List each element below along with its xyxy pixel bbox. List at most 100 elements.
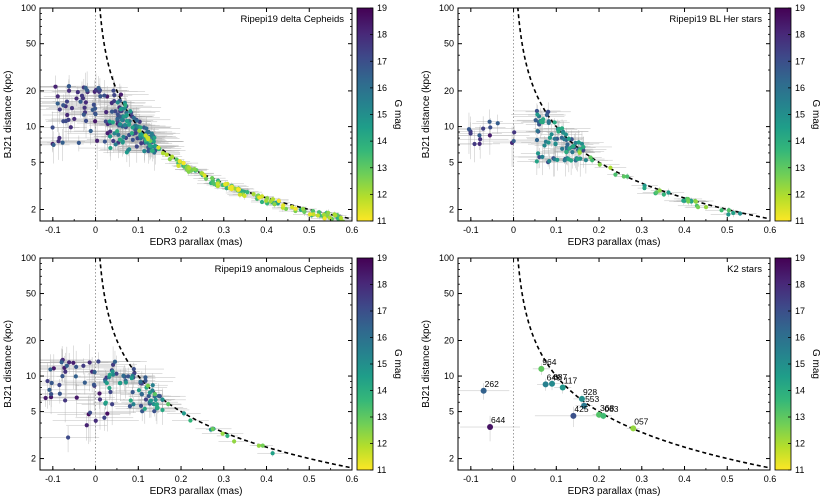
data-label: 057 bbox=[634, 416, 648, 426]
y-tick-label: 10 bbox=[444, 371, 454, 381]
y-axis: 2 5 10 20 50 100 bbox=[439, 253, 770, 464]
data-point bbox=[549, 132, 554, 137]
colorbar-tick-label: 17 bbox=[377, 56, 387, 66]
y-tick-label: 5 bbox=[449, 407, 454, 417]
data-point bbox=[563, 132, 568, 137]
x-tick-label: 0.6 bbox=[346, 225, 359, 235]
data-point bbox=[53, 84, 58, 89]
data-point bbox=[72, 116, 77, 122]
data-point bbox=[583, 158, 588, 163]
data-point bbox=[535, 151, 541, 156]
data-point bbox=[122, 106, 127, 111]
data-point bbox=[91, 382, 97, 387]
data-point bbox=[57, 135, 62, 141]
panel-title: Ripepi19 delta Cepheids bbox=[240, 14, 344, 25]
data-point bbox=[556, 129, 561, 134]
data-point bbox=[134, 144, 139, 149]
data-point bbox=[108, 389, 113, 395]
data-point bbox=[129, 375, 134, 381]
data-point bbox=[210, 176, 215, 181]
data-point bbox=[83, 85, 88, 90]
x-tick-label: 0 bbox=[511, 225, 516, 235]
data-point bbox=[535, 112, 540, 117]
data-point bbox=[555, 157, 560, 163]
data-point bbox=[131, 402, 136, 407]
data-point bbox=[128, 109, 133, 114]
x-axis-label: EDR3 parallax (mas) bbox=[568, 237, 661, 248]
data-point bbox=[118, 107, 123, 112]
data-point bbox=[74, 364, 79, 369]
data-point bbox=[542, 143, 547, 148]
data-point bbox=[113, 109, 118, 114]
data-point bbox=[130, 137, 135, 143]
data-point bbox=[737, 211, 743, 216]
data-point bbox=[117, 381, 123, 386]
data-point bbox=[138, 125, 143, 130]
colorbar-tick-label: 17 bbox=[377, 306, 387, 316]
data-point bbox=[127, 122, 132, 127]
inverse-parallax-curve bbox=[517, 8, 770, 220]
data-label: 553 bbox=[585, 394, 599, 404]
x-tick-label: 0.2 bbox=[175, 225, 188, 235]
data-point bbox=[142, 406, 147, 411]
data-point bbox=[703, 205, 709, 210]
data-point bbox=[581, 402, 588, 409]
colorbar-tick-label: 12 bbox=[795, 189, 805, 199]
colorbar-tick-label: 11 bbox=[795, 465, 804, 475]
data-point bbox=[540, 154, 545, 160]
data-point bbox=[143, 375, 148, 380]
y-axis: 2 5 10 20 50 100 bbox=[21, 3, 352, 215]
data-point bbox=[66, 88, 72, 93]
data-point bbox=[139, 391, 144, 397]
colorbar-tick-label: 12 bbox=[377, 439, 387, 449]
data-point bbox=[73, 374, 78, 379]
data-point bbox=[60, 140, 65, 145]
y-tick-label: 20 bbox=[444, 86, 454, 96]
data-point bbox=[110, 120, 115, 125]
y-tick-label: 10 bbox=[444, 122, 454, 132]
colorbar-tick-label: 15 bbox=[795, 359, 805, 369]
data-point bbox=[232, 439, 237, 444]
data-point bbox=[97, 397, 103, 402]
data-point bbox=[237, 192, 243, 197]
data-point bbox=[547, 135, 553, 140]
colorbar-tick-label: 18 bbox=[377, 280, 387, 290]
data-point bbox=[155, 405, 160, 410]
data-point bbox=[110, 369, 115, 374]
colorbar-tick-label: 14 bbox=[377, 386, 387, 396]
data-point bbox=[138, 379, 143, 384]
x-tick-label: 0.6 bbox=[764, 474, 777, 484]
data-point bbox=[559, 126, 565, 131]
colorbar-tick-label: 19 bbox=[795, 253, 805, 263]
data-point bbox=[562, 137, 567, 142]
data-point bbox=[242, 193, 247, 198]
y-tick-label: 20 bbox=[26, 336, 36, 346]
data-point bbox=[75, 89, 80, 95]
data-point bbox=[539, 119, 544, 124]
data-point bbox=[160, 407, 165, 413]
data-point bbox=[315, 213, 320, 218]
data-point bbox=[51, 142, 56, 148]
colorbar-tick-label: 14 bbox=[377, 136, 387, 146]
data-point bbox=[327, 215, 332, 221]
data-point bbox=[93, 112, 98, 117]
x-tick-label: 0.4 bbox=[260, 225, 273, 235]
y-tick-label: 2 bbox=[31, 454, 36, 464]
panel-title: K2 stars bbox=[727, 264, 762, 275]
data-point bbox=[66, 84, 72, 89]
data-label: 964 bbox=[542, 357, 556, 367]
data-point bbox=[61, 103, 66, 108]
data-point bbox=[625, 174, 630, 179]
x-tick-label: -0.1 bbox=[463, 474, 479, 484]
data-point bbox=[613, 172, 618, 177]
data-label: 425 bbox=[574, 404, 588, 414]
data-point bbox=[87, 410, 93, 415]
x-tick-label: 0.5 bbox=[721, 474, 734, 484]
data-point bbox=[576, 140, 581, 145]
data-point bbox=[68, 125, 73, 130]
data-point bbox=[290, 204, 295, 210]
data-point bbox=[48, 394, 54, 400]
data-point bbox=[657, 188, 662, 193]
colorbar-tick-label: 12 bbox=[377, 189, 387, 199]
